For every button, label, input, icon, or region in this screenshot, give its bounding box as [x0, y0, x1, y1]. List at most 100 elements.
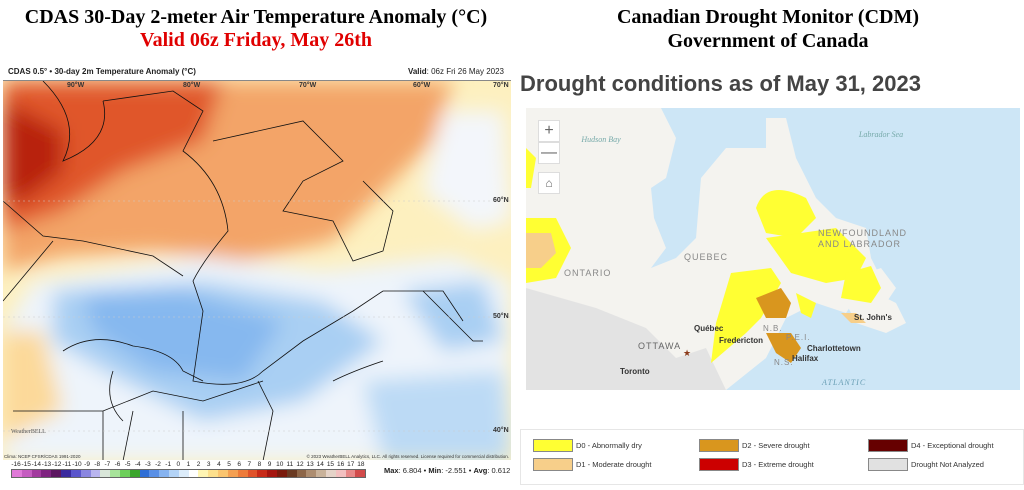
colorbar-tick: 3 — [206, 461, 211, 468]
legend-label: D0 - Abnormally dry — [576, 441, 642, 450]
region-label: NEWFOUNDLAND AND LABRADOR — [818, 228, 908, 249]
temperature-anomaly-map[interactable]: 90°W 80°W 70°W 60°W 70°N 60°N 50°N 40°N … — [3, 80, 511, 460]
colorbar-tick: 0 — [176, 461, 181, 468]
colorbar-tick: 4 — [217, 461, 221, 468]
city-label: Toronto — [620, 367, 650, 376]
legend-label: D2 - Severe drought — [742, 441, 810, 450]
map-header-valid: Valid: 06z Fri 26 May 2023 — [407, 67, 504, 76]
capital-star-icon: ★ — [683, 348, 692, 358]
colorbar-tick: 15 — [326, 461, 335, 468]
max-value: : 6.804 — [398, 466, 422, 475]
colorbar-tick: 6 — [237, 461, 241, 468]
colorbar-tick: -5 — [124, 461, 131, 468]
map-header: CDAS 0.5° • 30-day 2m Temperature Anomal… — [8, 67, 504, 76]
legend-item: D2 - Severe drought — [699, 439, 810, 452]
colorbar-swatch — [90, 470, 101, 477]
legend-item: Drought Not Analyzed — [868, 458, 984, 471]
lat-label: 60°N — [493, 197, 509, 204]
legend-swatch — [533, 439, 573, 452]
legend-label: Drought Not Analyzed — [911, 460, 984, 469]
legend-label: D1 - Moderate drought — [576, 460, 652, 469]
colorbar-swatch — [345, 470, 356, 477]
colorbar-swatch — [188, 470, 199, 477]
colorbar-tick: 5 — [227, 461, 231, 468]
legend-swatch — [699, 439, 739, 452]
map-header-product: CDAS 0.5° • 30-day 2m Temperature Anomal… — [8, 67, 196, 76]
drought-heading: Drought conditions as of May 31, 2023 — [520, 71, 921, 96]
colorbar-tick: -14 — [31, 461, 42, 468]
city-label: Charlottetown — [807, 344, 861, 353]
colorbar-swatch — [159, 470, 169, 477]
colorbar-swatch — [276, 470, 287, 477]
region-label: QUEBEC — [684, 252, 729, 262]
lat-label: 50°N — [493, 313, 509, 320]
colorbar-swatch — [208, 470, 219, 477]
region-label: ONTARIO — [564, 268, 612, 278]
colorbar-swatch — [31, 470, 42, 477]
colorbar-swatch — [119, 470, 130, 477]
colorbar-swatch — [178, 470, 189, 477]
colorbar-tick: 7 — [247, 461, 252, 468]
city-label: Québec — [694, 324, 724, 333]
colorbar-tick: -9 — [84, 461, 90, 468]
legend-swatch — [699, 458, 739, 471]
legend-label: D4 - Exceptional drought — [911, 441, 994, 450]
colorbar-tick: 18 — [357, 461, 365, 468]
colorbar-tick: -16 — [11, 461, 21, 468]
colorbar-swatch — [100, 470, 111, 477]
drought-legend: D0 - Abnormally dry D1 - Moderate drought… — [520, 429, 1024, 485]
colorbar-tick: 10 — [276, 461, 284, 468]
colorbar-tick: -3 — [145, 461, 151, 468]
colorbar-swatch — [51, 470, 62, 477]
colorbar-swatch — [257, 470, 268, 477]
colorbar-swatch — [237, 470, 248, 477]
colorbar-swatch — [198, 470, 209, 477]
colorbar-swatch — [286, 470, 297, 477]
sea-label: Labrador Sea — [858, 130, 904, 139]
lon-label: 80°W — [183, 82, 201, 89]
sea-label-atlantic: ATLANTIC — [822, 378, 867, 387]
colorbar-swatch — [21, 470, 32, 477]
colorbar-tick: -4 — [134, 461, 141, 468]
zoom-in-button[interactable]: + — [538, 120, 560, 142]
home-button[interactable]: ⌂ — [538, 172, 560, 194]
weatherbell-logo: WeatherBELL — [11, 429, 46, 435]
colorbar-swatch — [335, 470, 346, 477]
colorbar — [11, 469, 366, 478]
drought-map[interactable]: + — ⌂ Hudson Bay Labrador Sea ATLANTIC O… — [526, 108, 1020, 390]
colorbar-swatch — [355, 470, 366, 477]
colorbar-tick: -7 — [104, 461, 111, 468]
sea-label: Hudson Bay — [581, 135, 621, 144]
colorbar-tick: 11 — [286, 461, 294, 468]
colorbar-swatch — [169, 470, 179, 477]
drought-monitor-subtitle: Government of Canada — [667, 30, 869, 52]
colorbar-swatch — [326, 470, 336, 477]
legend-item: D0 - Abnormally dry — [533, 439, 642, 452]
legend-swatch — [868, 458, 908, 471]
colorbar-swatch — [149, 470, 160, 477]
colorbar-swatch — [139, 470, 150, 477]
colorbar-tick: -6 — [114, 461, 121, 468]
colorbar-tick: 2 — [196, 461, 201, 468]
lon-label: 70°W — [299, 82, 317, 89]
colorbar-tick: -15 — [21, 461, 31, 468]
climatology-note: Clima: NCEP CFSR/CDAS 1991-2020 — [4, 454, 81, 459]
colorbar-tick: 17 — [347, 461, 355, 468]
zoom-out-button[interactable]: — — [538, 142, 560, 164]
avg-value: : 0.612 — [487, 466, 511, 475]
colorbar-swatch — [227, 470, 238, 477]
drought-monitor-title: Canadian Drought Monitor (CDM) — [616, 6, 920, 28]
legend-label: D3 - Extreme drought — [742, 460, 814, 469]
region-label: N.B. — [763, 324, 783, 333]
colorbar-ticks: -16 -15 -14 -13 -12 -11 -10 -9 -8 -7 -6 -5 -4 -3 -2 -1 0… — [11, 461, 366, 468]
lon-label: 60°W — [413, 82, 431, 89]
lat-label: 40°N — [493, 427, 509, 434]
city-label: Fredericton — [719, 336, 764, 345]
colorbar-swatch — [110, 470, 120, 477]
colorbar-swatch — [316, 470, 326, 477]
colorbar-swatch — [129, 470, 140, 477]
colorbar-swatch — [296, 470, 307, 477]
region-label: OTTAWA — [638, 341, 682, 351]
colorbar-swatch — [61, 470, 71, 477]
temperature-map-title: CDAS 30-Day 2-meter Air Temperature Anom… — [24, 6, 488, 28]
